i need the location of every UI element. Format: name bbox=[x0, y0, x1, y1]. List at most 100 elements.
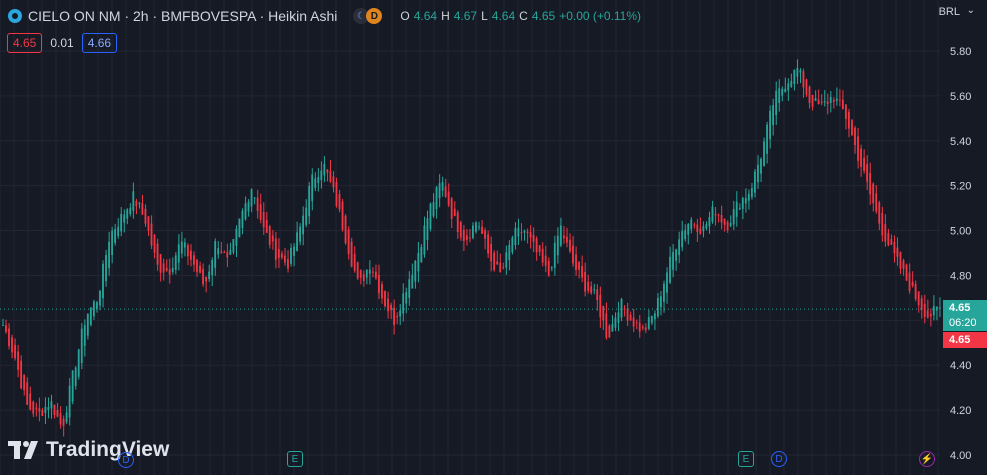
candle-body bbox=[726, 221, 729, 231]
candle-body bbox=[826, 101, 829, 105]
symbol-title[interactable]: CIELO ON NM · 2h · BMFBOVESPA · Heikin A… bbox=[28, 8, 338, 24]
candle-body bbox=[202, 269, 204, 285]
candle-body bbox=[120, 213, 123, 232]
candle-body bbox=[41, 409, 44, 416]
dividend-marker[interactable]: D bbox=[118, 452, 134, 468]
candle-body bbox=[541, 248, 544, 263]
candle-body bbox=[144, 208, 147, 224]
candle-body bbox=[475, 222, 477, 232]
candle-body bbox=[320, 170, 323, 181]
candle-body bbox=[484, 230, 486, 239]
candle-body bbox=[214, 241, 217, 268]
sell-price-button[interactable]: 4.65 bbox=[7, 33, 43, 53]
candle-body bbox=[378, 274, 380, 294]
candle-body bbox=[478, 226, 480, 228]
price-tick-label: 4.40 bbox=[950, 360, 971, 372]
candle-body bbox=[196, 259, 198, 272]
candle-body bbox=[848, 111, 850, 129]
candle-body bbox=[620, 298, 623, 318]
chart-legend[interactable]: CIELO ON NM · 2h · BMFBOVESPA · Heikin A… bbox=[8, 7, 641, 25]
delayed-badge[interactable]: D bbox=[366, 8, 383, 24]
candle-body bbox=[878, 202, 881, 224]
candle-body bbox=[35, 407, 38, 410]
candle-body bbox=[929, 313, 932, 317]
candle-body bbox=[735, 201, 738, 217]
candle-body bbox=[884, 224, 887, 242]
candle-body bbox=[17, 351, 19, 370]
ohlc-values: O 4.64 H 4.67 L 4.64 C 4.65 +0.00 (+0.11%) bbox=[400, 9, 641, 23]
price-tick-label: 5.00 bbox=[950, 226, 971, 238]
candle-body bbox=[535, 238, 538, 253]
candle-body bbox=[371, 271, 374, 273]
candle-body bbox=[186, 245, 189, 257]
candle-body bbox=[902, 260, 905, 270]
candle-body bbox=[244, 203, 247, 220]
candle-body bbox=[857, 136, 859, 161]
candle-body bbox=[71, 370, 74, 402]
candle-body bbox=[89, 307, 92, 325]
candle-body bbox=[180, 241, 183, 254]
candle-body bbox=[599, 294, 602, 318]
candle-body bbox=[447, 191, 450, 206]
candle-body bbox=[575, 254, 577, 270]
candle-body bbox=[423, 225, 426, 255]
candle-body bbox=[438, 183, 441, 199]
candle-body bbox=[29, 393, 32, 410]
candle-body bbox=[741, 197, 744, 209]
candle-body bbox=[253, 197, 256, 199]
candle-body bbox=[729, 223, 732, 226]
candle-body bbox=[50, 401, 53, 409]
candle-body bbox=[132, 191, 135, 211]
candle-body bbox=[644, 327, 647, 331]
candle-body bbox=[368, 269, 371, 274]
candle-body bbox=[717, 214, 720, 216]
price-axis[interactable]: 5.805.605.405.205.004.804.604.404.204.00 bbox=[950, 46, 971, 462]
candle-body bbox=[796, 67, 799, 77]
buy-price-button[interactable]: 4.66 bbox=[81, 33, 118, 53]
candle-body bbox=[584, 271, 587, 292]
candle-body bbox=[544, 255, 547, 266]
candle-body bbox=[108, 241, 110, 269]
candle-body bbox=[159, 254, 162, 273]
candle-body bbox=[669, 256, 671, 283]
candle-body bbox=[632, 317, 635, 327]
candle-body bbox=[393, 307, 395, 325]
tradingview-logo[interactable]: TradingView bbox=[8, 438, 169, 462]
candle-body bbox=[271, 235, 274, 242]
candle-body bbox=[344, 215, 347, 244]
candle-body bbox=[14, 344, 16, 359]
candle-body bbox=[690, 219, 693, 230]
candle-body bbox=[781, 88, 784, 96]
candle-body bbox=[459, 222, 462, 238]
candle-body bbox=[223, 252, 226, 254]
candle-body bbox=[241, 210, 244, 228]
candle-body bbox=[335, 181, 338, 207]
symbol-logo-icon bbox=[8, 9, 22, 23]
currency-label[interactable]: BRL bbox=[938, 6, 960, 18]
last-price-label: 4.65 bbox=[943, 300, 987, 316]
candle-body bbox=[111, 230, 113, 255]
candle-body bbox=[663, 283, 665, 302]
tradingview-icon bbox=[8, 441, 40, 459]
candle-body bbox=[699, 228, 702, 235]
candle-body bbox=[284, 255, 286, 263]
candle-body bbox=[772, 105, 775, 125]
candle-body bbox=[420, 246, 423, 263]
chevron-down-icon[interactable]: ⌄ bbox=[966, 5, 975, 16]
candle-body bbox=[605, 313, 608, 338]
candle-body bbox=[499, 262, 502, 272]
earnings-marker[interactable]: E bbox=[287, 451, 303, 467]
candle-body bbox=[453, 208, 456, 217]
candle-body bbox=[638, 322, 641, 332]
candle-body bbox=[326, 169, 329, 173]
high-label: H bbox=[441, 9, 450, 23]
candle-body bbox=[126, 209, 129, 219]
candle-body bbox=[805, 79, 808, 95]
candle-body bbox=[329, 171, 332, 182]
earnings-marker[interactable]: E bbox=[738, 451, 754, 467]
candle-body bbox=[766, 124, 768, 154]
candle-body bbox=[77, 349, 80, 377]
lightning-icon[interactable]: ⚡ bbox=[919, 451, 935, 467]
dividend-marker[interactable]: D bbox=[771, 451, 787, 467]
